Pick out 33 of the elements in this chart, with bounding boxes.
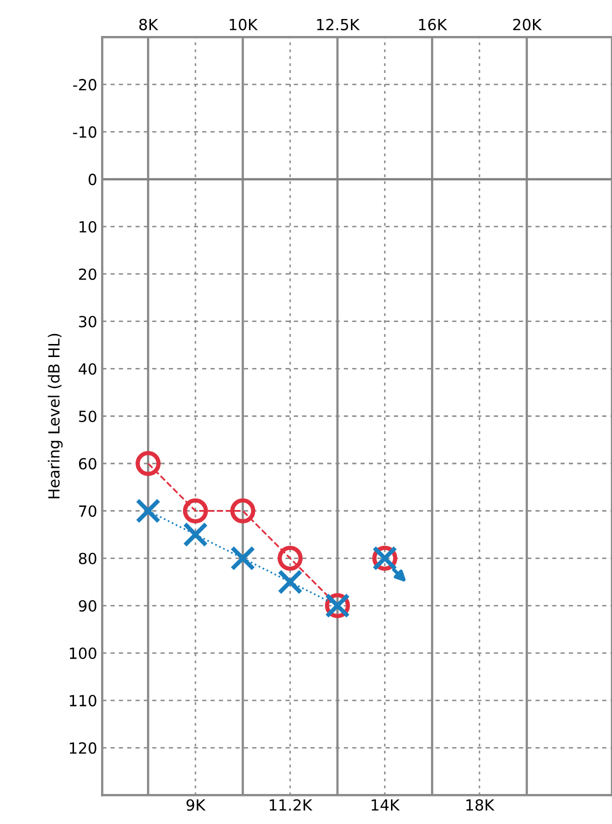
x-tick-label: 18K bbox=[466, 799, 495, 811]
x-tick-label: 10K bbox=[230, 18, 258, 30]
x-tick-label: 20K bbox=[513, 18, 542, 30]
x-tick-label: 12.5K bbox=[317, 18, 360, 30]
y-tick-label: 60 bbox=[78, 458, 96, 470]
x-tick-label: 14K bbox=[372, 799, 400, 811]
x-tick-label: 9K bbox=[186, 799, 206, 811]
x-tick-label: 8K bbox=[139, 18, 158, 30]
y-tick-label: 100 bbox=[70, 647, 96, 660]
y-tick-label: 120 bbox=[70, 742, 96, 754]
x-tick-label: 16K bbox=[419, 18, 448, 30]
y-tick-label: 50 bbox=[79, 410, 96, 422]
point bbox=[230, 546, 256, 571]
point bbox=[182, 498, 208, 524]
y-tick-label: 40 bbox=[78, 363, 96, 375]
y-tick-label: 70 bbox=[79, 505, 96, 517]
y-tick-label: 0 bbox=[88, 174, 96, 186]
y-tick-label: 90 bbox=[78, 600, 96, 612]
y-tick-label: 80 bbox=[78, 552, 96, 564]
y-axis-title: Hearing Level (dB HL) bbox=[48, 334, 63, 498]
y-tick-label: -20 bbox=[73, 78, 96, 90]
x-tick-label: 11.2K bbox=[270, 799, 312, 811]
y-tick-label: 20 bbox=[79, 268, 96, 280]
y-tick-label: 10 bbox=[80, 221, 96, 233]
point bbox=[136, 451, 161, 476]
point bbox=[230, 498, 256, 524]
point bbox=[278, 569, 303, 594]
y-tick-label: 110 bbox=[70, 694, 96, 706]
y-tick-label: 30 bbox=[79, 316, 96, 328]
point bbox=[136, 498, 161, 524]
y-tick-label: -10 bbox=[73, 126, 96, 138]
point bbox=[278, 546, 303, 571]
point bbox=[182, 522, 208, 548]
